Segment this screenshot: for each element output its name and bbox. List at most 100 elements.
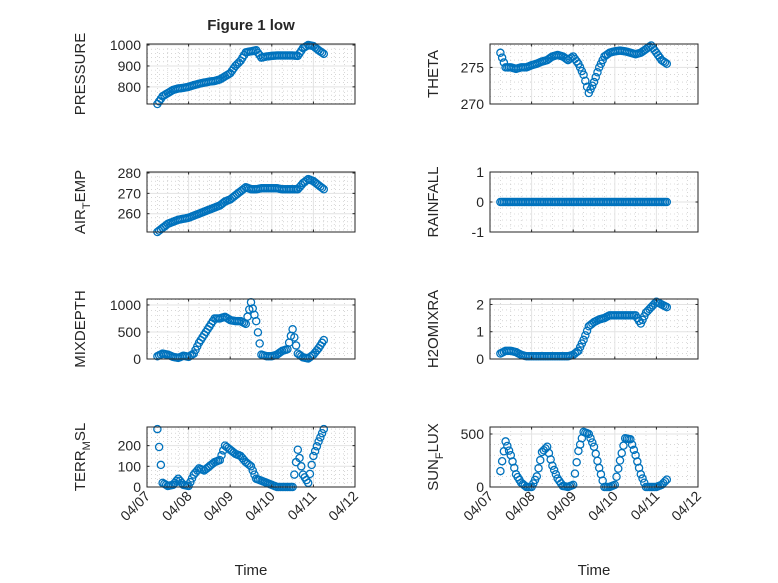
data-point xyxy=(627,440,637,449)
data-point xyxy=(662,59,672,69)
y-tick-label: 500 xyxy=(118,324,142,340)
x-axis-label: Time xyxy=(235,562,268,579)
data-point xyxy=(591,72,600,82)
data-point xyxy=(309,451,318,461)
axes-box xyxy=(489,426,699,488)
data-point xyxy=(316,433,325,442)
data-point xyxy=(638,474,647,483)
data-point xyxy=(581,331,590,340)
data-point xyxy=(532,472,542,481)
x-tick-label: 04/08 xyxy=(502,488,538,524)
axes-box xyxy=(146,171,356,233)
data-point xyxy=(293,445,303,455)
data-point xyxy=(572,57,581,66)
x-tick-label: 04/12 xyxy=(668,488,704,524)
data-point xyxy=(662,475,672,484)
x-tick-label: 04/07 xyxy=(460,488,496,524)
data-point xyxy=(217,451,226,460)
y-tick-label: 275 xyxy=(461,59,485,75)
data-point xyxy=(288,325,297,334)
data-point xyxy=(662,302,672,312)
data-point xyxy=(626,435,635,444)
figure-title: Figure 1 low xyxy=(207,17,295,34)
y-tick-label: 0 xyxy=(133,351,141,367)
data-point xyxy=(172,476,181,486)
data-point xyxy=(317,428,327,438)
data-point xyxy=(248,466,257,475)
y-tick-label: 260 xyxy=(118,206,142,222)
data-point xyxy=(548,461,557,471)
data-point xyxy=(612,472,621,482)
x-tick-label: 04/10 xyxy=(585,488,621,524)
data-point xyxy=(303,478,313,488)
axes-box xyxy=(489,43,699,105)
data-point xyxy=(534,464,543,473)
axes-box xyxy=(489,298,699,360)
y-tick-label: 500 xyxy=(461,426,485,442)
subplot-air-temp: 260 270 280 AIRTEMP xyxy=(72,165,356,237)
y-tick-label: 200 xyxy=(118,438,142,454)
data-point xyxy=(581,76,590,86)
subplot-sun-flux: 0 500 SUNFLUX 04/07 04/08 04/09 04/10 04/11 04/1… xyxy=(425,423,704,579)
y-tick-label: 270 xyxy=(118,185,142,201)
data-point xyxy=(290,470,299,479)
axes-box xyxy=(146,426,356,488)
y-tick-label: 1000 xyxy=(110,37,141,53)
data-point xyxy=(314,437,323,446)
y-tick-label: 1 xyxy=(476,164,484,180)
data-point xyxy=(501,437,510,446)
data-point xyxy=(584,429,594,439)
data-point xyxy=(317,183,327,193)
y-tick-label: 800 xyxy=(118,79,142,95)
data-point xyxy=(290,333,299,342)
axes-box xyxy=(146,298,356,360)
data-point xyxy=(572,458,581,467)
data-point xyxy=(153,424,162,434)
data-point xyxy=(660,477,670,486)
x-tick-label: 04/11 xyxy=(627,488,663,524)
data-point xyxy=(497,456,507,466)
x-tick-label: 04/08 xyxy=(159,488,195,524)
y-axis-label: TERRMSL xyxy=(72,423,93,491)
y-axis-label: RAINFALL xyxy=(425,167,442,238)
data-point xyxy=(317,48,327,57)
x-tick-label: 04/12 xyxy=(325,488,361,524)
data-point xyxy=(629,445,639,455)
data-point xyxy=(297,462,306,471)
y-tick-label: 1 xyxy=(476,324,484,340)
y-tick-label: 0 xyxy=(133,479,141,495)
subplot-rainfall: -1 0 1 RAINFALL xyxy=(425,164,699,240)
data-point xyxy=(291,341,301,350)
data-point xyxy=(614,464,623,473)
data-point xyxy=(570,469,580,478)
y-tick-label: -1 xyxy=(472,224,485,240)
x-tick-label: 04/10 xyxy=(242,488,278,524)
data-point xyxy=(568,480,578,490)
data-point xyxy=(319,335,329,345)
data-point xyxy=(660,58,670,67)
data-point xyxy=(319,424,329,434)
subplot-pressure: 800 900 1000 PRESSURE xyxy=(72,33,356,116)
subplot-mixdepth: 0 500 1000 MIXDEPTH xyxy=(72,290,356,368)
axes-box xyxy=(146,43,356,105)
y-tick-label: 2 xyxy=(476,296,484,312)
data-point xyxy=(154,442,164,452)
data-point xyxy=(246,462,256,471)
data-point xyxy=(319,185,329,194)
data-point xyxy=(255,339,264,348)
data-point xyxy=(307,460,316,470)
data-point xyxy=(536,455,545,465)
y-axis-label: PRESSURE xyxy=(72,33,89,116)
data-point xyxy=(253,328,263,337)
data-point xyxy=(504,446,514,455)
data-point xyxy=(549,465,559,475)
y-tick-label: 100 xyxy=(118,458,142,474)
subplot-theta: 270 275 THETA xyxy=(425,41,699,112)
y-axis-label: AIRTEMP xyxy=(72,170,93,234)
y-tick-label: 270 xyxy=(461,96,485,112)
data-point xyxy=(156,460,166,470)
y-axis-label: SUNFLUX xyxy=(425,423,446,491)
x-tick-label: 04/09 xyxy=(200,488,236,524)
